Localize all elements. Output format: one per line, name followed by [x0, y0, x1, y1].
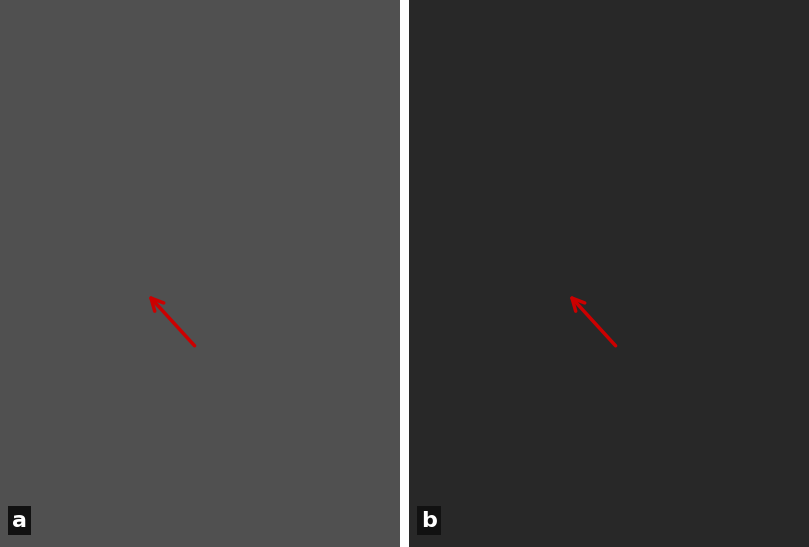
Text: a: a [12, 510, 27, 531]
Text: b: b [421, 510, 437, 531]
